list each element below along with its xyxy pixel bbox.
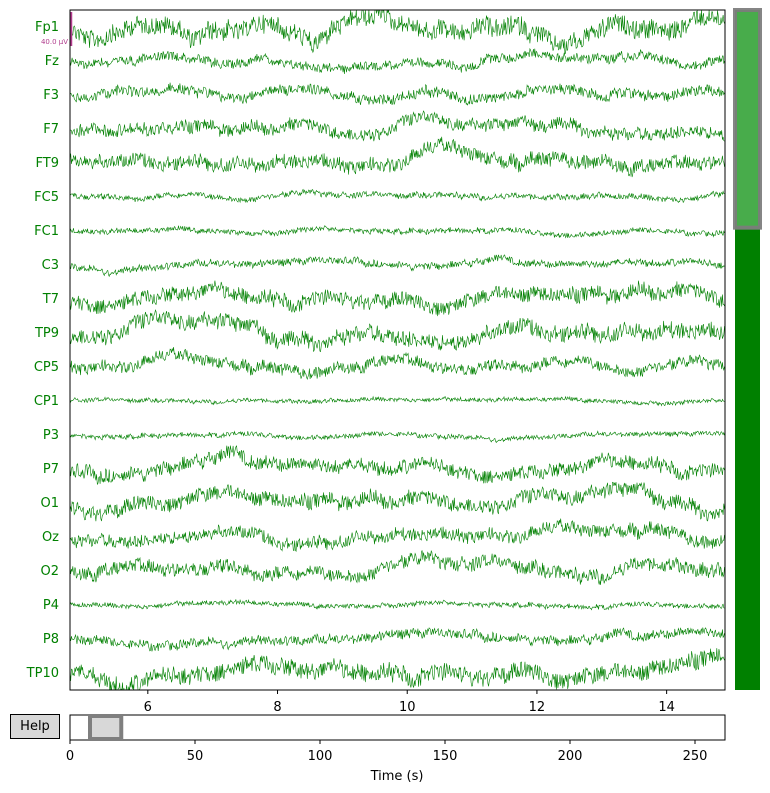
time-scrollbar-track[interactable]	[69, 714, 726, 741]
channel-label-p4: P4	[43, 598, 59, 613]
trace-o2	[70, 550, 725, 585]
channel-label-o1: O1	[40, 496, 59, 511]
scale-bar: 40.0 µV	[41, 12, 73, 46]
trace-fc1	[70, 225, 725, 239]
help-button[interactable]: Help	[10, 714, 60, 739]
channel-labels: Fp1 Fz F3 F7 FT9 FC5 FC1 C3 T7 TP9 CP5 CP1 P3 P7 O1 Oz O…	[26, 20, 59, 681]
trace-fp1	[70, 10, 725, 54]
time-tick-label: 12	[529, 700, 546, 715]
time-tick-label: 6	[144, 700, 152, 715]
channel-label-f3: F3	[43, 88, 59, 103]
channel-label-fz: Fz	[45, 54, 59, 69]
time-scrollbar-thumb[interactable]	[88, 714, 124, 741]
eeg-traces	[70, 10, 725, 690]
channel-label-t7: T7	[42, 292, 59, 307]
overview-tick-label: 100	[308, 749, 333, 764]
trace-cp5	[70, 347, 725, 381]
trace-f3	[70, 82, 725, 106]
trace-fz	[70, 47, 725, 75]
channel-label-p8: P8	[43, 632, 59, 647]
channel-label-tp10: TP10	[26, 666, 59, 681]
channel-label-p3: P3	[43, 428, 59, 443]
channel-label-fc5: FC5	[34, 190, 59, 205]
channel-scrollbar-thumb[interactable]	[733, 8, 762, 230]
trace-f7	[70, 110, 725, 142]
trace-oz	[70, 518, 725, 553]
channel-label-c3: C3	[42, 258, 59, 273]
time-axis-ticks: 6 8 10 12 14	[144, 690, 675, 715]
scale-bar-label: 40.0 µV	[41, 38, 68, 46]
trace-p3	[70, 430, 725, 444]
time-scrollbar[interactable]	[69, 714, 726, 741]
trace-c3	[70, 254, 725, 278]
trace-tp9	[70, 309, 725, 353]
channel-label-cp5: CP5	[34, 360, 59, 375]
channel-label-oz: Oz	[42, 530, 59, 545]
channel-label-cp1: CP1	[34, 394, 59, 409]
overview-tick-label: 0	[66, 749, 74, 764]
time-tick-label: 8	[273, 700, 281, 715]
trace-fc5	[70, 188, 725, 204]
trace-p7	[70, 445, 725, 486]
channel-label-f7: F7	[43, 122, 59, 137]
overview-tick-label: 200	[558, 749, 583, 764]
time-tick-label: 10	[399, 700, 416, 715]
overview-tick-label: 250	[683, 749, 708, 764]
overview-tick-label: 50	[187, 749, 204, 764]
trace-tp10	[70, 648, 725, 690]
trace-p8	[70, 627, 725, 652]
channel-label-p7: P7	[43, 462, 59, 477]
trace-o1	[70, 481, 725, 522]
channel-label-o2: O2	[40, 564, 59, 579]
trace-ft9	[70, 136, 725, 178]
channel-label-fp1: Fp1	[35, 20, 59, 35]
time-axis-label: Time (s)	[370, 769, 424, 784]
trace-p4	[70, 599, 725, 611]
overview-tick-label: 150	[433, 749, 458, 764]
channel-label-fc1: FC1	[34, 224, 59, 239]
channel-scrollbar[interactable]	[733, 8, 762, 690]
overview-axis-ticks: 0 50 100 150 200 250	[66, 740, 708, 764]
channel-label-tp9: TP9	[34, 326, 59, 341]
trace-cp1	[70, 395, 725, 407]
time-tick-label: 14	[658, 700, 675, 715]
channel-label-ft9: FT9	[36, 156, 59, 171]
plot-frame	[69, 9, 726, 691]
trace-t7	[70, 280, 725, 317]
